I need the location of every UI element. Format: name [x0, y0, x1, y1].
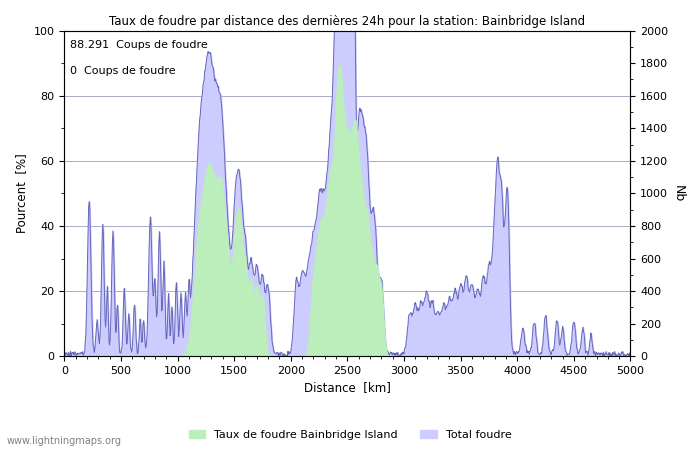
Y-axis label: Pourcent  [%]: Pourcent [%] — [15, 153, 28, 233]
Title: Taux de foudre par distance des dernières 24h pour la station: Bainbridge Island: Taux de foudre par distance des dernière… — [109, 15, 585, 28]
X-axis label: Distance  [km]: Distance [km] — [304, 382, 391, 395]
Y-axis label: Nb: Nb — [672, 185, 685, 202]
Legend: Taux de foudre Bainbridge Island, Total foudre: Taux de foudre Bainbridge Island, Total … — [184, 426, 516, 445]
Text: www.lightningmaps.org: www.lightningmaps.org — [7, 436, 122, 446]
Text: 0  Coups de foudre: 0 Coups de foudre — [70, 67, 176, 76]
Text: 88.291  Coups de foudre: 88.291 Coups de foudre — [70, 40, 208, 50]
